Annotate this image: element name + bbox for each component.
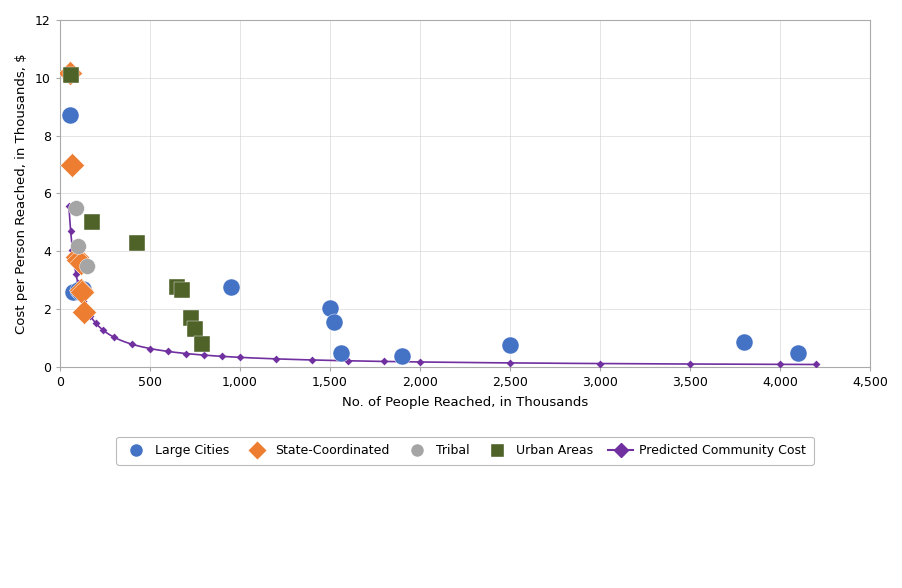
Point [412, 358, 427, 367]
Point [188, 325, 202, 334]
Point [269, 354, 283, 363]
Point [161, 347, 175, 356]
Legend: Large Cities, State-Coordinated, Tribal, Urban Areas, Predicted Community Cost: Large Cities, State-Coordinated, Tribal,… [116, 437, 813, 465]
Point [333, 348, 347, 358]
Point [322, 303, 336, 312]
Point [224, 283, 238, 292]
Point [62, 111, 77, 120]
Point [772, 360, 787, 369]
Point [197, 350, 211, 360]
Point [64, 160, 78, 169]
Point [83, 312, 97, 321]
Point [73, 289, 87, 298]
Point [77, 308, 91, 317]
Point [130, 238, 144, 248]
Point [85, 218, 99, 227]
Point [808, 360, 823, 369]
Point [73, 258, 87, 268]
Point [233, 353, 247, 362]
Point [69, 203, 83, 213]
X-axis label: No. of People Reached, in Thousands: No. of People Reached, in Thousands [342, 396, 587, 409]
Point [502, 358, 517, 368]
Point [215, 352, 229, 361]
Point [72, 287, 87, 296]
Point [79, 305, 94, 315]
Point [326, 318, 340, 327]
Point [63, 227, 78, 236]
Point [69, 252, 84, 262]
Point [106, 332, 121, 342]
Point [69, 270, 83, 279]
Point [70, 286, 85, 295]
Point [76, 284, 90, 293]
Point [394, 351, 409, 360]
Point [70, 255, 85, 265]
Point [736, 338, 750, 347]
Point [195, 339, 209, 349]
Point [62, 69, 77, 78]
Point [592, 359, 606, 368]
Point [63, 70, 78, 79]
Point [61, 202, 76, 211]
Point [682, 359, 696, 369]
Point [65, 245, 79, 255]
Y-axis label: Cost per Person Reached, in Thousands, $: Cost per Person Reached, in Thousands, $ [15, 53, 28, 334]
Point [70, 241, 85, 250]
Point [75, 287, 89, 296]
Point [124, 339, 139, 349]
Point [376, 357, 391, 366]
Point [79, 261, 94, 270]
Point [179, 349, 193, 358]
Point [184, 313, 198, 323]
Point [74, 286, 88, 295]
Point [67, 259, 81, 268]
Point [143, 344, 157, 353]
Point [170, 283, 184, 292]
Point [66, 287, 80, 296]
Point [175, 286, 189, 295]
Point [304, 355, 318, 365]
Point [96, 325, 110, 335]
Point [76, 297, 90, 306]
Point [790, 348, 805, 358]
Point [88, 319, 103, 328]
Point [70, 279, 85, 288]
Point [502, 340, 517, 350]
Point [340, 356, 354, 366]
